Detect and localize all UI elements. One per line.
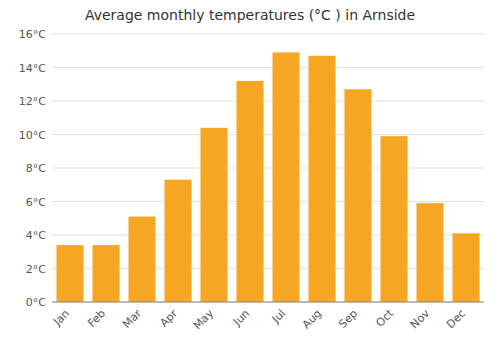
bar: [309, 56, 336, 302]
x-axis: Jan Feb Mar Apr May Jun Jul Aug Sep Oct Nov Dec: [50, 302, 484, 332]
bar: [201, 128, 228, 302]
grid-line: [52, 67, 484, 68]
title: Average monthly temperatures (°C ) in Ar…: [85, 7, 415, 23]
x-tick-label: May: [191, 307, 217, 333]
y-tick-label: 16°C: [19, 28, 46, 41]
bar: [345, 89, 372, 302]
page: {"chart_data": {"type": "bar", "title": …: [0, 0, 500, 350]
x-tick-label: Nov: [408, 307, 433, 332]
bar: [129, 217, 156, 302]
bar: [93, 245, 120, 302]
bar: [453, 233, 480, 302]
bar: [273, 52, 300, 302]
x-tick-label: Dec: [444, 307, 468, 331]
grid-line: [52, 168, 484, 169]
y-tick-label: 8°C: [26, 162, 46, 175]
bar: [381, 136, 408, 302]
grid-line: [52, 201, 484, 202]
y-tick-label: 0°C: [26, 296, 46, 309]
grid-line: [52, 134, 484, 135]
bar: [165, 180, 192, 302]
x-tick-label: Jan: [50, 307, 72, 329]
x-tick-label: Jun: [230, 307, 252, 329]
x-tick-label: Feb: [85, 307, 108, 330]
bar: [417, 203, 444, 302]
y-tick-label: 6°C: [26, 196, 46, 209]
x-tick-label: Sep: [336, 307, 360, 331]
x-tick-label: Mar: [120, 307, 144, 331]
x-tick-label: Apr: [157, 307, 180, 330]
x-tick-label: Jul: [269, 307, 288, 326]
y-tick-label: 4°C: [26, 229, 46, 242]
y-tick-label: 14°C: [19, 62, 46, 75]
y-tick-label: 2°C: [26, 263, 46, 276]
y-tick-label: 10°C: [19, 129, 46, 142]
chart-container: 0°C 2°C 4°C 6°C 8°C 10°C 12°C 14°C 16°C Jan Feb Mar…: [0, 0, 500, 350]
y-tick-label: 12°C: [19, 95, 46, 108]
grid-line: [52, 101, 484, 102]
grid-line: [52, 34, 484, 35]
bar: [57, 245, 84, 302]
bar: [237, 81, 264, 302]
grid-line: [52, 302, 484, 303]
bars: [57, 52, 480, 302]
x-tick-label: Aug: [300, 307, 324, 331]
chart-svg: 0°C 2°C 4°C 6°C 8°C 10°C 12°C 14°C 16°C Jan Feb Mar…: [0, 0, 500, 350]
x-tick-label: Oct: [373, 306, 396, 329]
y-axis: 0°C 2°C 4°C 6°C 8°C 10°C 12°C 14°C 16°C: [19, 28, 484, 309]
x-axis-line: [52, 302, 484, 303]
